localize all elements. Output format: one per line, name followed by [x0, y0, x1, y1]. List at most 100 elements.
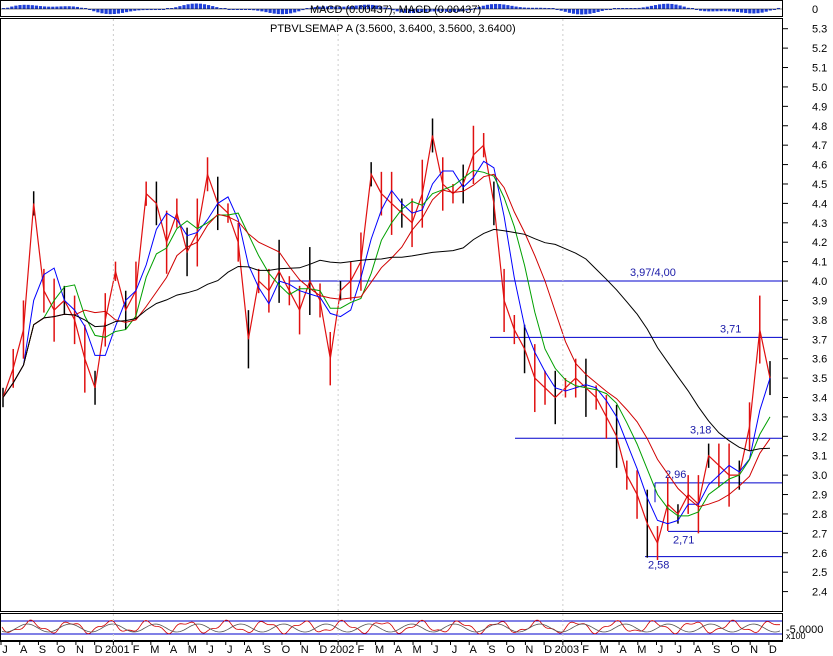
macd-bar — [289, 9, 293, 14]
macd-histogram — [1, 3, 782, 15]
x-tick-label: M — [150, 644, 159, 656]
macd-bar — [235, 9, 239, 10]
macd-bar — [166, 8, 170, 9]
macd-bar — [735, 9, 740, 13]
macd-bar — [330, 6, 334, 9]
macd-bar — [690, 8, 694, 9]
macd-bar — [14, 5, 18, 9]
macd-bar — [272, 9, 276, 14]
y-tick-label: 2.5 — [812, 567, 827, 579]
x-tick-label: S — [713, 644, 720, 656]
macd-bar — [485, 4, 489, 9]
macd-bar — [621, 8, 625, 9]
macd-bar — [227, 9, 231, 10]
macd-bar — [539, 7, 543, 9]
level-label: 2,71 — [673, 534, 694, 546]
macd-bar — [149, 9, 153, 11]
macd-bar — [63, 6, 67, 9]
macd-bar — [727, 9, 731, 12]
oscillator-multiplier: x100 — [786, 631, 806, 641]
x-axis: J A S O N D 2001 F M A M J J A S O N D 2002 F M A M J J A S O N D 2003… — [0, 19, 777, 656]
macd-bar — [457, 9, 461, 12]
macd-bar — [608, 9, 612, 10]
macd-bar — [530, 7, 535, 9]
macd-bar — [412, 9, 416, 13]
macd-bar — [256, 9, 260, 11]
macd-bar — [129, 9, 133, 12]
macd-bar — [596, 9, 600, 12]
macd-bar — [202, 4, 207, 9]
macd-bar — [358, 5, 362, 9]
x-tick-label: A — [395, 644, 403, 656]
macd-bar — [383, 7, 387, 9]
macd-bar — [276, 9, 280, 15]
macd-bar — [694, 9, 699, 10]
level-label: 3,71 — [720, 323, 741, 335]
macd-bar — [379, 6, 383, 9]
macd-bar — [55, 6, 59, 9]
macd-bar — [75, 6, 79, 9]
macd-bar — [120, 9, 125, 13]
x-tick-label: D — [95, 644, 103, 656]
macd-bar — [670, 3, 674, 10]
y-tick-label: 4.6 — [812, 160, 827, 172]
macd-bar — [756, 9, 760, 14]
macd-bar — [764, 9, 768, 12]
macd-bar — [137, 9, 141, 11]
x-tick-label: A — [245, 644, 253, 656]
x-tick-label: J — [452, 644, 458, 656]
macd-bar — [395, 9, 399, 12]
macd-bar — [293, 9, 297, 13]
macd-bar — [125, 9, 129, 13]
macd-bar — [178, 6, 182, 9]
macd-bar — [2, 8, 6, 9]
macd-bar — [465, 9, 469, 11]
y-tick-label: 3.1 — [812, 451, 827, 463]
y-tick-label: 3.7 — [812, 334, 827, 346]
macd-bar — [223, 8, 227, 9]
macd-bar — [47, 6, 51, 9]
macd-bar — [387, 8, 391, 9]
macd-bar — [752, 9, 756, 14]
macd-bar — [338, 6, 342, 9]
macd-bar — [407, 9, 412, 14]
macd-bar — [674, 4, 678, 9]
ma-medium-line — [2, 173, 771, 508]
macd-bar — [633, 8, 637, 9]
macd-bar — [252, 9, 256, 11]
macd-bar — [18, 5, 22, 9]
macd-bar — [612, 8, 617, 9]
macd-bar — [436, 9, 440, 12]
macd-bar — [719, 9, 723, 12]
macd-bar — [535, 7, 539, 9]
macd-bar — [309, 7, 313, 9]
oscillator-axis-label: -5.0000 — [786, 624, 823, 636]
macd-bar — [469, 9, 473, 10]
macd-bar — [448, 9, 453, 12]
y-tick-label: 5.3 — [812, 24, 827, 36]
macd-bar — [473, 8, 477, 9]
macd-bar — [243, 9, 248, 10]
macd-bar — [649, 5, 653, 9]
oscillator-lines — [1, 619, 782, 635]
x-tick-label: J — [227, 644, 233, 656]
macd-bar — [699, 9, 703, 11]
level-label: 3,97/4,00 — [630, 267, 676, 279]
macd-bar — [248, 9, 252, 10]
macd-bar — [653, 5, 658, 9]
macd-bar — [284, 9, 289, 14]
macd-bar — [645, 6, 649, 9]
macd-bar — [112, 9, 116, 15]
x-tick-label: J — [658, 644, 664, 656]
macd-bar — [182, 5, 186, 9]
macd-bar — [600, 9, 604, 11]
macd-bar — [424, 9, 428, 12]
macd-bar — [108, 9, 112, 15]
macd-bar — [317, 6, 321, 9]
macd-bar — [161, 9, 166, 10]
x-tick-label: F — [357, 644, 364, 656]
macd-bar — [391, 9, 395, 11]
macd-bar — [637, 7, 641, 9]
macd-bar — [580, 9, 584, 15]
y-tick-label: 3.2 — [812, 431, 827, 443]
